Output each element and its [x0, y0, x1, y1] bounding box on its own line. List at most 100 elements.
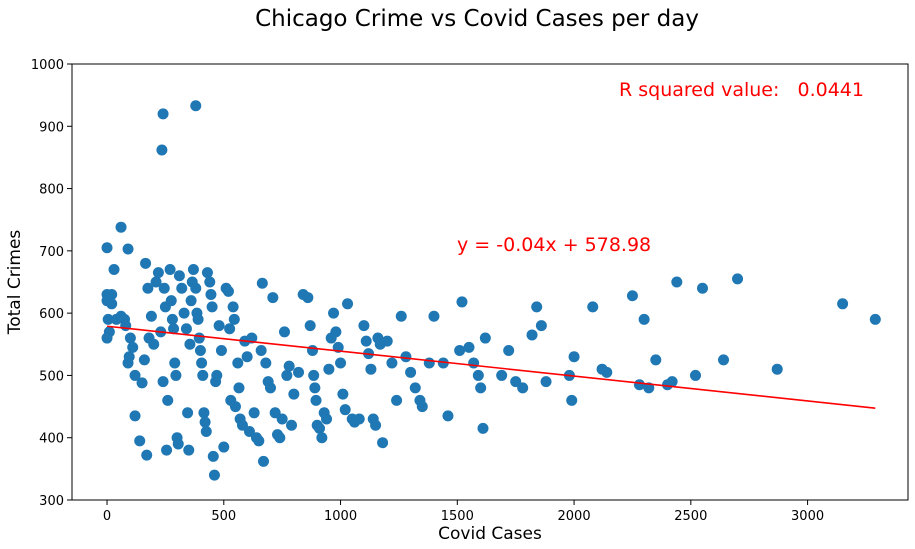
data-point — [192, 313, 204, 325]
data-point — [170, 369, 182, 381]
data-point — [211, 369, 223, 381]
data-point — [115, 221, 127, 233]
data-point — [869, 313, 881, 325]
data-point — [142, 282, 154, 294]
data-point — [626, 290, 638, 302]
data-point — [199, 416, 211, 428]
data-point — [437, 357, 449, 369]
data-point — [204, 276, 216, 288]
data-point — [321, 413, 333, 425]
data-point — [190, 100, 202, 112]
x-axis-label: Covid Cases — [438, 524, 542, 544]
data-point — [526, 329, 538, 341]
data-point — [353, 413, 365, 425]
data-point — [184, 338, 196, 350]
data-point — [650, 354, 662, 366]
data-point — [148, 338, 160, 350]
data-point — [337, 388, 349, 400]
data-point — [442, 410, 454, 422]
data-point — [123, 351, 135, 363]
data-point — [416, 401, 428, 413]
data-point — [314, 422, 326, 434]
data-point — [267, 292, 279, 304]
data-point — [718, 354, 730, 366]
data-point — [358, 320, 370, 332]
data-point — [157, 376, 169, 388]
x-tick-label: 2500 — [674, 509, 707, 524]
x-tick-label: 1000 — [324, 509, 357, 524]
data-point — [395, 310, 407, 322]
data-point — [182, 407, 194, 419]
data-point — [201, 267, 213, 279]
data-point — [428, 310, 440, 322]
data-point — [150, 276, 162, 288]
data-point — [101, 242, 113, 254]
data-point — [215, 345, 227, 357]
data-point — [377, 437, 389, 449]
data-point — [232, 357, 244, 369]
data-point — [229, 401, 241, 413]
data-point — [120, 320, 132, 332]
data-point — [200, 425, 212, 437]
data-point — [164, 264, 176, 276]
regression-line-layer — [106, 325, 876, 409]
data-point — [360, 335, 372, 347]
data-point — [409, 382, 421, 394]
data-point — [316, 432, 328, 444]
data-point — [302, 292, 314, 304]
data-point — [535, 320, 547, 332]
data-point — [257, 455, 269, 467]
data-point — [127, 341, 139, 353]
x-tick-label: 3000 — [791, 509, 824, 524]
data-point — [129, 369, 141, 381]
regression-equation: y = -0.04x + 578.98 — [457, 234, 651, 256]
data-point — [196, 357, 208, 369]
y-tick-label: 300 — [39, 494, 64, 509]
data-point — [381, 335, 393, 347]
data-point — [206, 301, 218, 313]
data-point — [228, 313, 240, 325]
data-point — [187, 264, 199, 276]
data-point — [248, 407, 260, 419]
y-tick-label: 500 — [39, 369, 64, 384]
data-point — [227, 301, 239, 313]
data-point — [165, 295, 177, 307]
data-point — [218, 441, 230, 453]
data-point — [208, 469, 220, 481]
data-point — [335, 357, 347, 369]
data-point — [423, 357, 435, 369]
data-point — [157, 108, 169, 120]
data-point — [463, 341, 475, 353]
data-point — [454, 345, 466, 357]
data-point — [342, 298, 354, 310]
y-axis: 300 400 500 600 700 800 900 1000 — [31, 58, 72, 509]
data-point — [307, 345, 319, 357]
data-point — [141, 449, 153, 461]
data-point — [198, 407, 210, 419]
data-point — [479, 332, 491, 344]
data-point — [140, 257, 152, 269]
data-point — [136, 377, 148, 389]
data-point — [224, 323, 236, 335]
regression-line — [106, 325, 876, 409]
data-point — [185, 295, 197, 307]
data-point — [233, 382, 245, 394]
data-point — [256, 277, 268, 289]
data-point — [568, 351, 580, 363]
data-point — [152, 267, 164, 279]
data-point — [106, 288, 118, 300]
data-point — [304, 320, 316, 332]
data-point — [288, 388, 300, 400]
y-tick-label: 800 — [39, 183, 64, 198]
data-point — [205, 288, 217, 300]
data-point — [286, 419, 298, 431]
data-point — [587, 301, 599, 313]
data-point — [156, 144, 168, 156]
data-point — [540, 376, 552, 388]
data-point — [283, 360, 295, 372]
data-point — [207, 450, 219, 462]
data-point — [328, 307, 340, 319]
data-point — [400, 351, 412, 363]
data-point — [837, 298, 849, 310]
data-point — [168, 323, 180, 335]
